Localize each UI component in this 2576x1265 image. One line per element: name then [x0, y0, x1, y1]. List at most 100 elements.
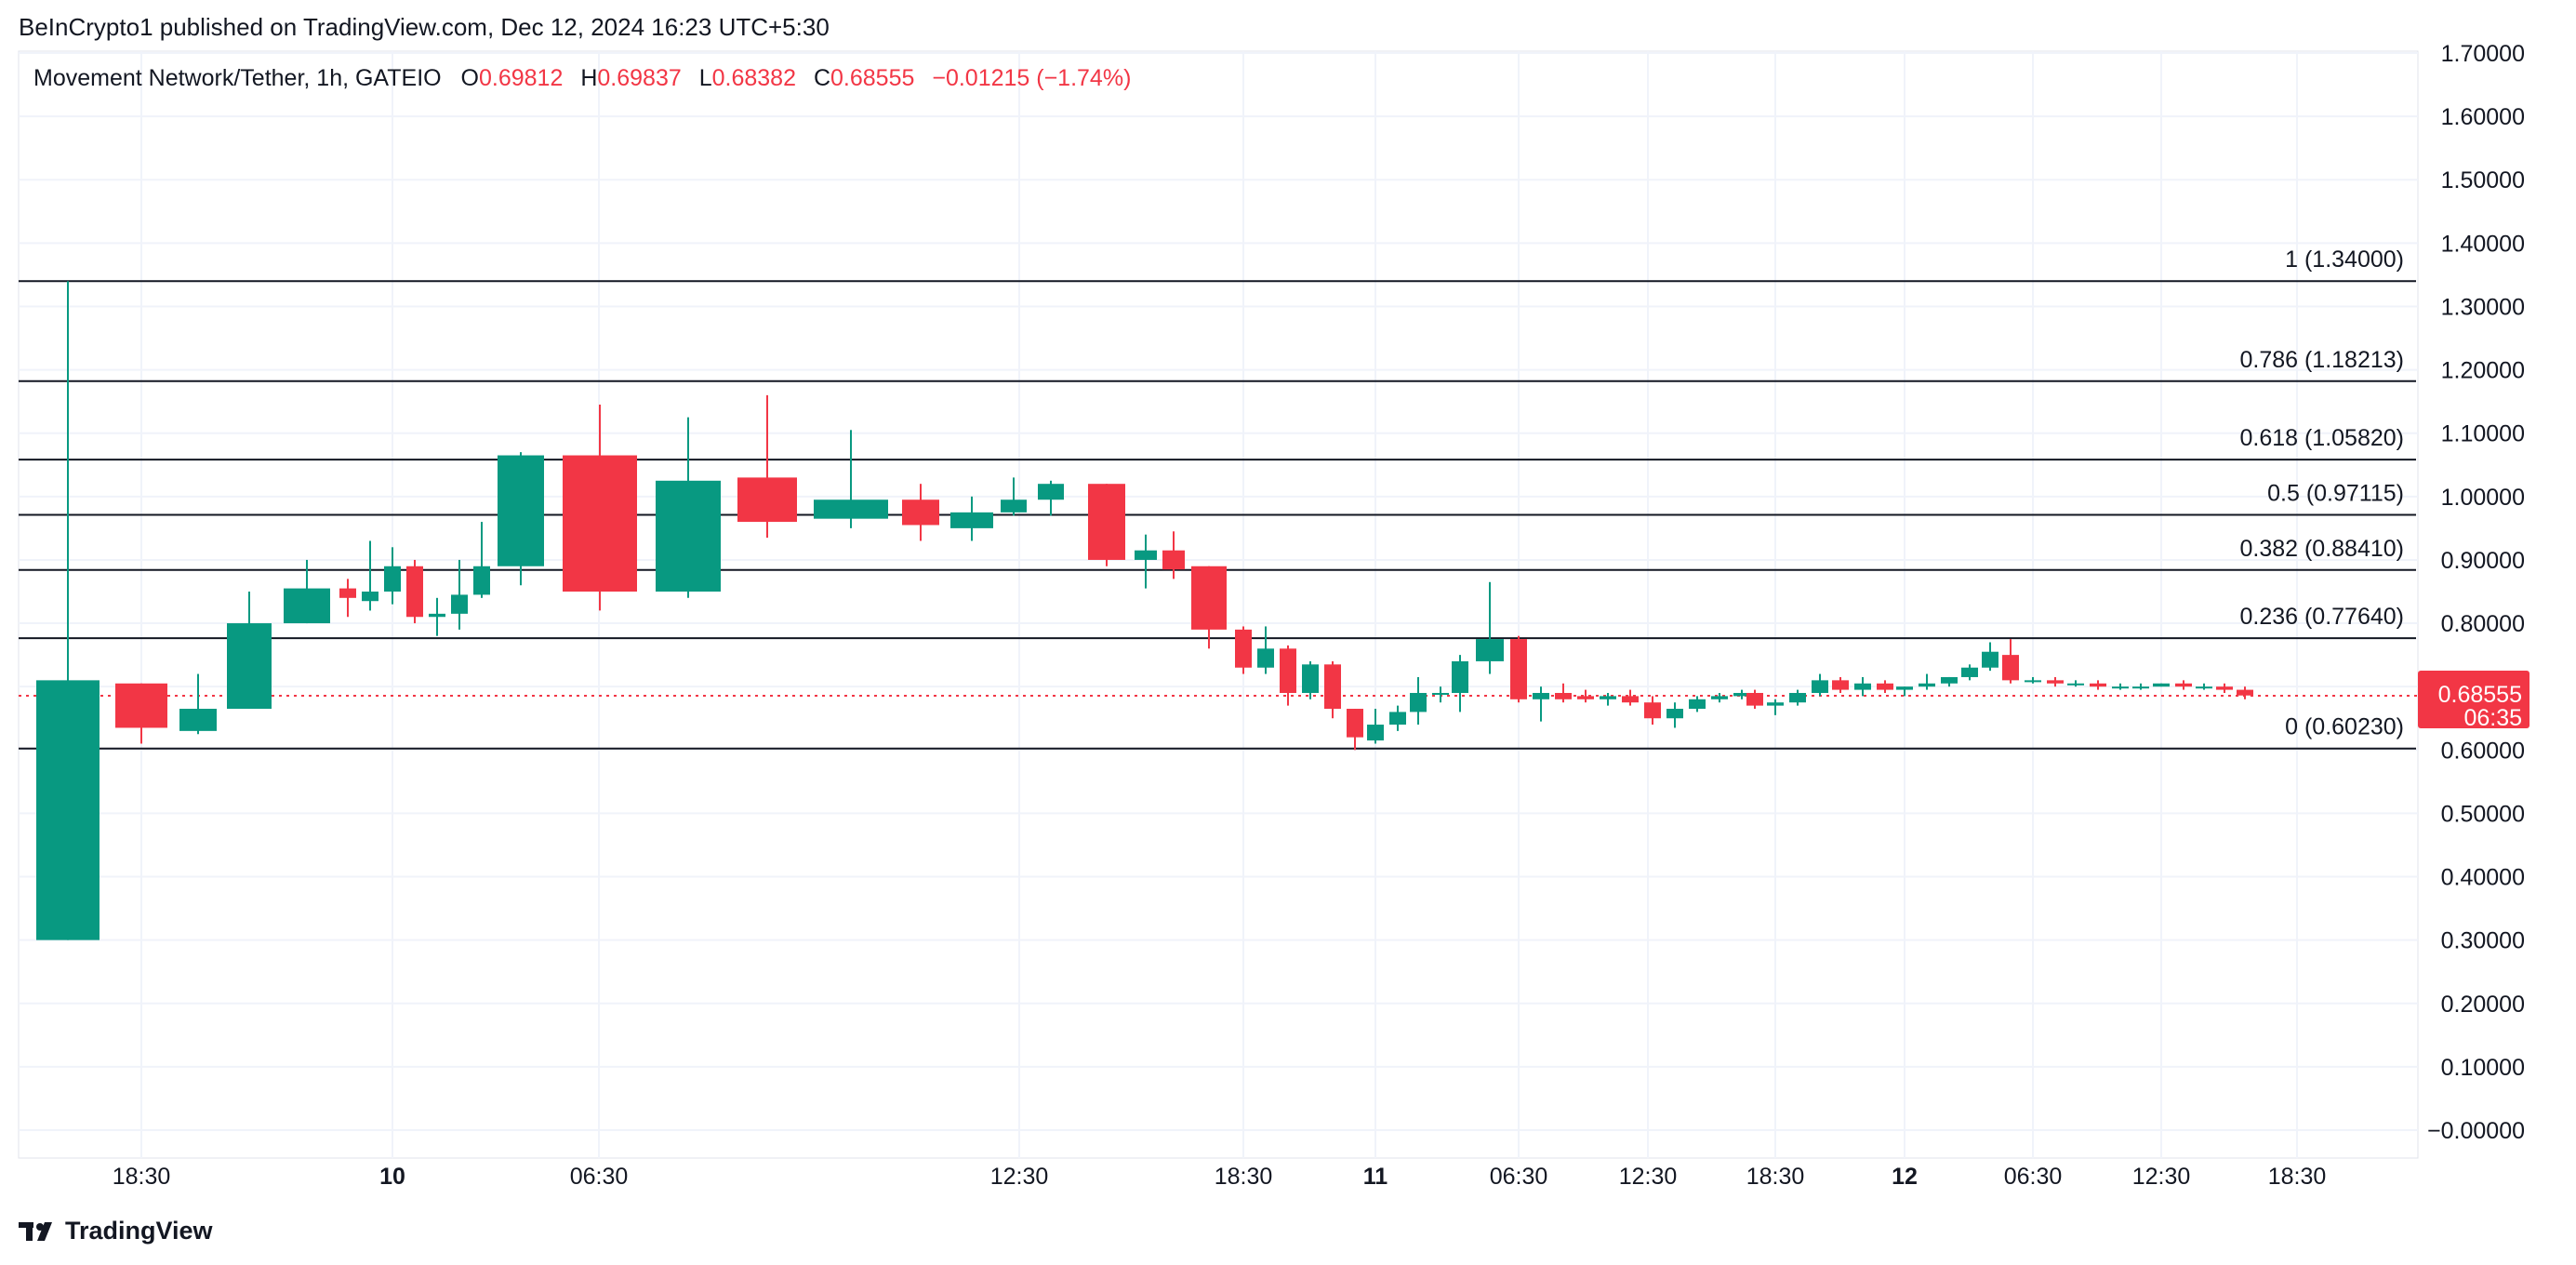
high-value: 0.69837 — [597, 65, 682, 91]
candle-body — [1324, 664, 1341, 710]
x-tick-label: 06:30 — [1490, 1164, 1548, 1190]
x-tick-label: 12:30 — [990, 1164, 1049, 1190]
candle-body — [1812, 680, 1828, 693]
candle-body — [384, 566, 401, 592]
candle-body — [1432, 692, 1449, 695]
candle-body — [2112, 686, 2129, 689]
candle-body — [1896, 686, 1913, 690]
candle-body — [1711, 696, 1728, 699]
fib-level-label: 0.5 (0.97115) — [2267, 480, 2404, 506]
price-tag-value: 0.68555 — [2438, 682, 2522, 708]
candles — [36, 281, 2253, 940]
high-label: H — [580, 65, 598, 91]
time-axis: 18:30 10 06:30 12:30 18:30 11 06:30 12:30 18:30 1… — [113, 1164, 2327, 1190]
candle-body — [1982, 651, 1998, 668]
plot-frame — [18, 50, 2419, 1159]
candle-body — [339, 588, 356, 598]
candle-body — [737, 477, 797, 523]
candle-body — [1600, 696, 1616, 699]
candle-body — [1162, 550, 1185, 570]
x-tick-label: 12:30 — [1619, 1164, 1678, 1190]
candle-body — [1191, 566, 1227, 630]
y-tick-label: 1.00000 — [2441, 485, 2525, 511]
x-tick-label: 06:30 — [570, 1164, 629, 1190]
candle-body — [1555, 692, 1572, 699]
x-tick-label: 18:30 — [2268, 1164, 2327, 1190]
candle-body — [1919, 683, 1935, 687]
y-tick-label: −0.00000 — [2427, 1118, 2525, 1144]
low-label: L — [698, 65, 712, 91]
candle-body — [814, 499, 888, 519]
y-tick-label: 0.40000 — [2441, 865, 2525, 891]
y-tick-label: 0.60000 — [2441, 738, 2525, 764]
candle-body — [1235, 629, 1252, 668]
y-tick-label: 0.50000 — [2441, 801, 2525, 827]
candle-body — [1302, 664, 1319, 693]
candle-body — [1367, 725, 1384, 741]
x-tick-label: 18:30 — [113, 1164, 171, 1190]
y-tick-label: 0.20000 — [2441, 992, 2525, 1018]
fib-retracement: 1 (1.34000) 0.786 (1.18213) 0.618 (1.05820… — [19, 246, 2418, 750]
x-tick-label: 18:30 — [1746, 1164, 1805, 1190]
y-tick-label: 1.50000 — [2441, 167, 2525, 193]
candle-body — [451, 594, 468, 614]
fib-level-label: 0 (0.60230) — [2285, 714, 2404, 740]
candle-body — [1789, 692, 1806, 703]
candle-body — [2237, 689, 2253, 696]
x-tick-label: 06:30 — [2004, 1164, 2063, 1190]
fib-level-label: 0.382 (0.88410) — [2239, 536, 2404, 562]
x-tick-label: 18:30 — [1215, 1164, 1273, 1190]
candle-body — [1577, 696, 1594, 699]
candle-body — [36, 680, 100, 940]
y-tick-label: 0.90000 — [2441, 548, 2525, 574]
candle-body — [1452, 660, 1468, 693]
y-tick-label: 0.10000 — [2441, 1055, 2525, 1081]
fib-level-label: 0.618 (1.05820) — [2239, 425, 2404, 451]
candle-body — [1135, 550, 1157, 560]
candle-body — [2090, 683, 2106, 687]
x-tick-label: 12 — [1892, 1164, 1918, 1190]
candle-body — [1476, 639, 1504, 661]
y-tick-label: 1.60000 — [2441, 104, 2525, 130]
symbol-name: Movement Network/Tether, 1h, GATEIO — [33, 65, 442, 91]
candle-body — [1733, 692, 1750, 697]
tradingview-logo-icon — [19, 1221, 52, 1241]
y-tick-label: 1.10000 — [2441, 421, 2525, 447]
fib-level-label: 1 (1.34000) — [2285, 246, 2404, 273]
candle-body — [2025, 680, 2041, 683]
candle-body — [1510, 639, 1527, 699]
candle-body — [115, 683, 167, 728]
candle-body — [473, 566, 490, 595]
candle-body — [284, 588, 330, 624]
candle-body — [1389, 712, 1406, 726]
candle-body — [179, 709, 217, 731]
x-tick-label: 10 — [379, 1164, 405, 1190]
candle-body — [950, 512, 993, 528]
candle-body — [406, 566, 423, 618]
y-tick-label: 1.30000 — [2441, 294, 2525, 320]
candle-body — [1689, 699, 1706, 710]
candle-body — [2216, 686, 2233, 690]
candle-body — [1622, 696, 1639, 703]
candle-body — [656, 480, 721, 592]
candle-body — [429, 613, 445, 618]
y-tick-label: 0.30000 — [2441, 928, 2525, 954]
price-axis: 1.70000 1.60000 1.50000 1.40000 1.30000 1.200… — [2427, 41, 2525, 1144]
candle-body — [1001, 499, 1027, 513]
candle-body — [1038, 484, 1064, 500]
candle-body — [227, 623, 272, 710]
candle-body — [902, 499, 939, 526]
open-label: O — [460, 65, 479, 91]
tradingview-brand[interactable]: TradingView — [19, 1217, 213, 1245]
candle-body — [1533, 692, 1549, 699]
fib-level-label: 0.786 (1.18213) — [2239, 347, 2404, 373]
candle-body — [1410, 692, 1427, 712]
candle-body — [2047, 680, 2064, 684]
candle-body — [1961, 667, 1978, 677]
candle-body — [1941, 676, 1958, 684]
fib-level-label: 0.236 (0.77640) — [2239, 604, 2404, 630]
candle-body — [1257, 648, 1274, 668]
candle-body — [1088, 484, 1125, 560]
